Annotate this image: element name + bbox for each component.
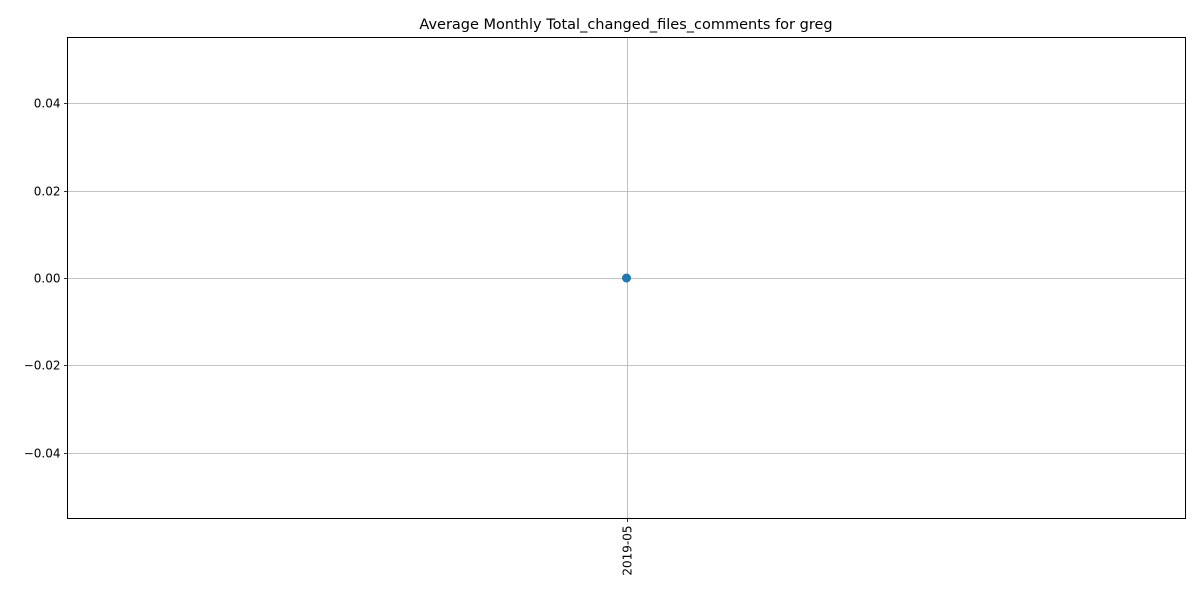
y-tick-label: 0.02	[34, 185, 61, 199]
y-tick-label: 0.04	[34, 97, 61, 111]
y-tick-label: 0.00	[34, 272, 61, 286]
x-tick-label: 2019-05	[621, 526, 635, 576]
plot-area-frame	[67, 37, 1186, 519]
y-axis: −0.04 −0.02 0.00 0.02 0.04	[24, 97, 68, 461]
series-layer	[622, 273, 631, 283]
data-point	[622, 273, 631, 283]
x-axis: 2019-05	[621, 518, 635, 576]
chart-title: Average Monthly Total_changed_files_comm…	[419, 17, 832, 33]
y-tick-label: −0.02	[24, 359, 61, 373]
y-tick-label: −0.04	[24, 447, 61, 461]
